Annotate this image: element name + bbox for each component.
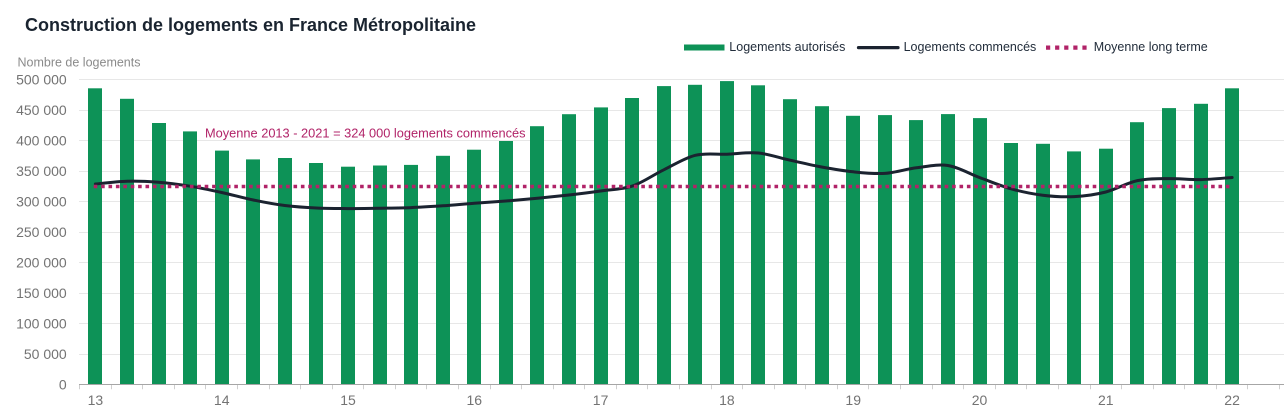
svg-text:13: 13 xyxy=(88,392,104,408)
svg-text:Logements autorisés: Logements autorisés xyxy=(729,40,845,54)
svg-text:22: 22 xyxy=(1224,392,1240,408)
svg-text:450 000: 450 000 xyxy=(16,102,67,118)
svg-text:Nombre de logements: Nombre de logements xyxy=(18,55,141,69)
svg-text:20: 20 xyxy=(972,392,988,408)
svg-text:21: 21 xyxy=(1098,392,1114,408)
svg-text:250 000: 250 000 xyxy=(16,224,67,240)
svg-text:150 000: 150 000 xyxy=(16,285,67,301)
svg-text:Logements commencés: Logements commencés xyxy=(904,40,1037,54)
svg-text:Moyenne long terme: Moyenne long terme xyxy=(1094,40,1208,54)
svg-text:18: 18 xyxy=(719,392,735,408)
svg-text:300 000: 300 000 xyxy=(16,194,67,210)
svg-text:100 000: 100 000 xyxy=(16,316,67,332)
svg-text:500 000: 500 000 xyxy=(16,72,67,88)
svg-text:400 000: 400 000 xyxy=(16,133,67,149)
svg-text:17: 17 xyxy=(593,392,609,408)
svg-text:50 000: 50 000 xyxy=(24,346,67,362)
svg-text:Moyenne 2013 - 2021 = 324 000: Moyenne 2013 - 2021 = 324 000 logements … xyxy=(205,126,526,141)
svg-text:19: 19 xyxy=(845,392,861,408)
svg-text:350 000: 350 000 xyxy=(16,163,67,179)
svg-text:14: 14 xyxy=(214,392,230,408)
svg-text:15: 15 xyxy=(340,392,356,408)
svg-text:Construction de logements en F: Construction de logements en France Métr… xyxy=(25,15,476,35)
svg-text:0: 0 xyxy=(59,377,67,393)
svg-text:16: 16 xyxy=(467,392,483,408)
svg-text:200 000: 200 000 xyxy=(16,255,67,271)
